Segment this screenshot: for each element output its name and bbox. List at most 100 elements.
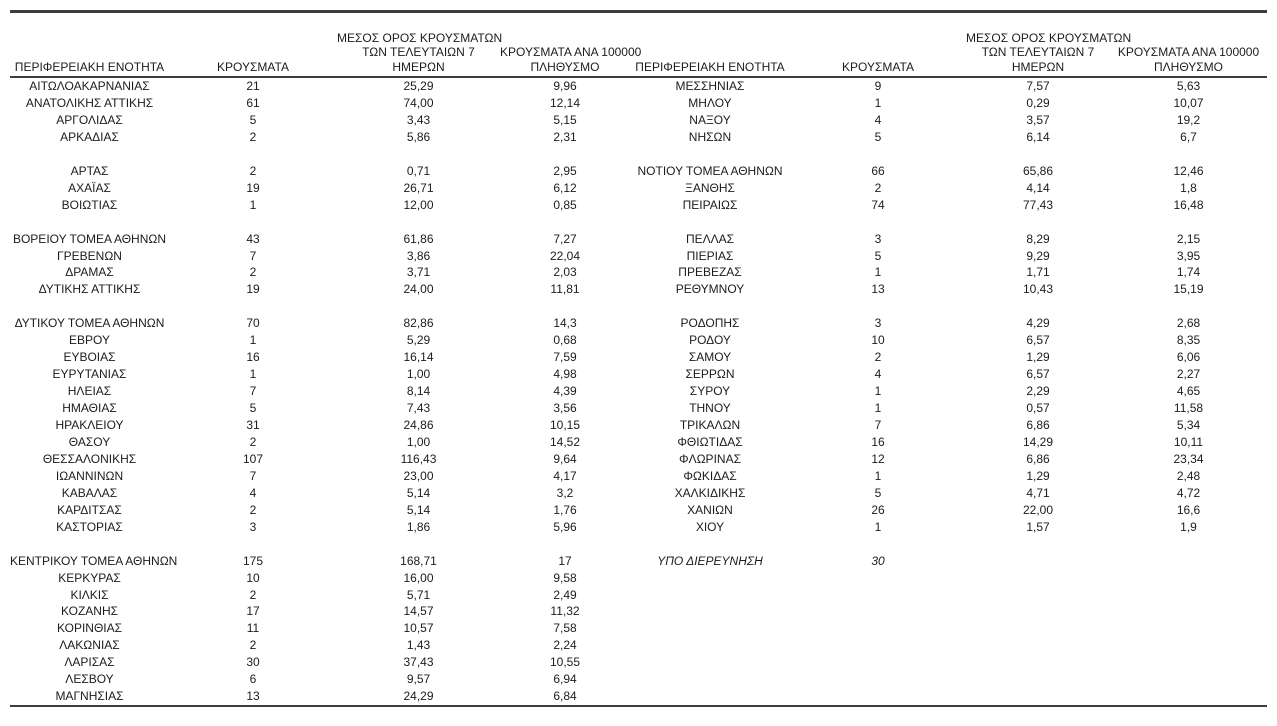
right-cases-cell: 1: [874, 519, 882, 534]
left-cases-cell: 6: [249, 672, 257, 687]
left-avg7-cell: 5,86: [406, 129, 431, 144]
table-row: ΕΥΒΟΙΑΣ 16 16,14 7,59 ΣΑΜΟΥ 2 1,29 6,06: [10, 349, 1267, 366]
left-cases-cell: 2: [249, 129, 257, 144]
table-row: ΚΑΣΤΟΡΙΑΣ 3 1,86 5,96 ΧΙΟΥ 1 1,57 1,9: [10, 519, 1267, 536]
left-cases-cell: 17: [246, 604, 260, 619]
regional-cases-table: ΠΕΡΙΦΕΡΕΙΑΚΗ ΕΝΟΤΗΤΑ ΚΡΟΥΣΜΑΤΑ ΜΕΣΟΣ ΟΡΟ…: [10, 10, 1267, 708]
right-per100k-cell: [1110, 570, 1267, 587]
right-region-cell: [630, 688, 790, 708]
col-header-avg7-right: ΜΕΣΟΣ ΟΡΟΣ ΚΡΟΥΣΜΑΤΩΝ ΤΩΝ ΤΕΛΕΥΤΑΙΩΝ 7 Η…: [966, 11, 1131, 78]
left-cases-cell: 13: [169, 688, 337, 708]
left-cases-cell: 7: [249, 468, 257, 483]
left-per100k-cell: 1,76: [553, 502, 577, 517]
right-cases-cell: 2: [874, 350, 882, 365]
left-cases-cell: 5: [249, 401, 257, 416]
right-cases-cell: [790, 671, 966, 688]
table-row: ΚΑΒΑΛΑΣ 4 5,14 3,2 ΧΑΛΚΙΔΙΚΗΣ 5 4,71 4,72: [10, 485, 1267, 502]
left-cases-cell: 1: [249, 197, 257, 212]
left-cases-cell: 107: [242, 451, 264, 466]
left-region-cell: ΚΟΖΑΝΗΣ: [60, 604, 119, 619]
header-label: ΚΡΟΥΣΜΑΤΑ: [217, 59, 289, 74]
table-row: ΑΡΓΟΛΙΔΑΣ 5 3,43 5,15 ΝΑΞΟΥ 4 3,57 19,2: [10, 112, 1267, 129]
right-cases-cell: [790, 603, 966, 620]
table-row: ΕΥΡΥΤΑΝΙΑΣ 1 1,00 4,98 ΣΕΡΡΩΝ 4 6,57 2,27: [10, 366, 1267, 383]
right-cases-cell: 13: [871, 282, 885, 297]
right-cases-cell: 16: [871, 434, 885, 449]
right-avg7-cell: 8,29: [1026, 231, 1050, 246]
left-avg7-cell: 1,00: [406, 367, 431, 382]
report-page: ΠΕΡΙΦΕΡΕΙΑΚΗ ΕΝΟΤΗΤΑ ΚΡΟΥΣΜΑΤΑ ΜΕΣΟΣ ΟΡΟ…: [0, 10, 1277, 726]
right-region-cell: [630, 570, 790, 587]
right-avg7-cell: 0,57: [1026, 401, 1050, 416]
right-avg7-cell: 6,86: [1026, 451, 1050, 466]
right-region-cell: ΜΕΣΣΗΝΙΑΣ: [675, 79, 745, 93]
right-region-cell: ΠΕΙΡΑΙΩΣ: [682, 197, 738, 212]
right-cases-cell: [790, 637, 966, 654]
right-region-cell: ΣΥΡΟΥ: [689, 384, 731, 399]
left-region-cell: ΒΟΙΩΤΙΑΣ: [61, 197, 118, 212]
separator-row: [10, 536, 1267, 553]
right-region-cell: [630, 214, 790, 231]
right-cases-cell: 5: [874, 248, 882, 263]
left-region-cell: [10, 536, 169, 553]
table-row: ΔΥΤΙΚΟΥ ΤΟΜΕΑ ΑΘΗΝΩΝ 70 82,86 14,3 ΡΟΔΟΠΗΣ 3 4…: [10, 315, 1267, 332]
right-per100k-cell: [1110, 146, 1267, 163]
table-row: ΔΥΤΙΚΗΣ ΑΤΤΙΚΗΣ 19 24,00 11,81 ΡΕΘΥΜΝΟΥ 13 10,…: [10, 281, 1267, 298]
left-avg7-cell: 1,43: [406, 638, 431, 653]
left-per100k-cell: 14,3: [553, 316, 577, 331]
left-avg7-cell: 5,71: [406, 587, 431, 602]
left-cases-cell: 11: [246, 621, 260, 636]
separator-row: [10, 146, 1267, 163]
right-avg7-cell: 4,14: [1026, 180, 1050, 195]
table-row: ΘΑΣΟΥ 2 1,00 14,52 ΦΘΙΩΤΙΔΑΣ 16 14,29 10,11: [10, 434, 1267, 451]
right-avg7-cell: 77,43: [1022, 197, 1054, 212]
header-label-line: ΚΡΟΥΣΜΑΤΑ ΑΝΑ 100000: [500, 45, 642, 59]
left-per100k-cell: 10,15: [549, 418, 581, 433]
right-per100k-cell: 15,19: [1173, 282, 1204, 297]
left-cases-cell: 30: [246, 655, 260, 670]
left-avg7-cell: 0,71: [406, 163, 431, 178]
right-per100k-cell: [1110, 620, 1267, 637]
table-row: ΛΑΚΩΝΙΑΣ 2 1,43 2,24: [10, 637, 1267, 654]
left-per100k-cell: 6,84: [500, 688, 630, 708]
table-row: ΑΡΚΑΔΙΑΣ 2 5,86 2,31 ΝΗΣΩΝ 5 6,14 6,7: [10, 129, 1267, 146]
left-avg7-cell: 74,00: [403, 95, 434, 110]
left-per100k-cell: 12,14: [549, 95, 581, 110]
left-avg7-cell: 3,86: [406, 248, 431, 263]
left-avg7-cell: 5,14: [406, 485, 431, 500]
right-avg7-cell: 14,29: [1022, 434, 1054, 449]
left-avg7-cell: 61,86: [403, 231, 434, 246]
left-avg7-cell: 8,14: [406, 384, 431, 399]
right-avg7-cell: [966, 214, 1110, 231]
left-cases-cell: 2: [249, 163, 257, 178]
right-cases-cell: [790, 298, 966, 315]
left-region-cell: [10, 298, 169, 315]
right-region-cell: ΤΡΙΚΑΛΩΝ: [679, 418, 741, 433]
right-cases-cell: 3: [874, 231, 882, 246]
right-per100k-cell: 2,27: [1176, 367, 1201, 382]
left-region-cell: ΔΥΤΙΚΟΥ ΤΟΜΕΑ ΑΘΗΝΩΝ: [14, 316, 165, 331]
table-row: ΚΟΖΑΝΗΣ 17 14,57 11,32: [10, 603, 1267, 620]
left-per100k-cell: 5,96: [553, 519, 577, 534]
right-cases-cell: [790, 587, 966, 604]
left-per100k-cell: 0,68: [553, 333, 577, 348]
right-per100k-cell: 16,6: [1176, 502, 1201, 517]
right-per100k-cell: [1110, 587, 1267, 604]
left-region-cell: ΚΕΝΤΡΙΚΟΥ ΤΟΜΕΑ ΑΘΗΝΩΝ: [10, 553, 178, 568]
right-per100k-cell: 12,46: [1173, 163, 1204, 178]
left-per100k-cell: 7,58: [553, 621, 577, 636]
table-row: ΗΡΑΚΛΕΙΟΥ 31 24,86 10,15 ΤΡΙΚΑΛΩΝ 7 6,86 5,34: [10, 417, 1267, 434]
table-row: ΔΡΑΜΑΣ 2 3,71 2,03 ΠΡΕΒΕΖΑΣ 1 1,71 1,74: [10, 264, 1267, 281]
left-per100k-cell: 2,49: [553, 587, 577, 602]
left-cases-cell: 2: [249, 638, 257, 653]
left-cases-cell: 7: [249, 384, 257, 399]
right-avg7-cell: 6,14: [1026, 129, 1050, 144]
right-region-cell: ΠΙΕΡΙΑΣ: [686, 248, 734, 263]
left-per100k-cell: 0,85: [553, 197, 577, 212]
right-region-cell: ΜΗΛΟΥ: [688, 95, 732, 110]
right-cases-cell: 74: [871, 197, 885, 212]
right-per100k-cell: 10,11: [1173, 434, 1204, 449]
right-avg7-cell: 9,29: [1026, 248, 1050, 263]
table-row: ΚΕΡΚΥΡΑΣ 10 16,00 9,58: [10, 570, 1267, 587]
right-region-cell: ΣΑΜΟΥ: [688, 350, 732, 365]
